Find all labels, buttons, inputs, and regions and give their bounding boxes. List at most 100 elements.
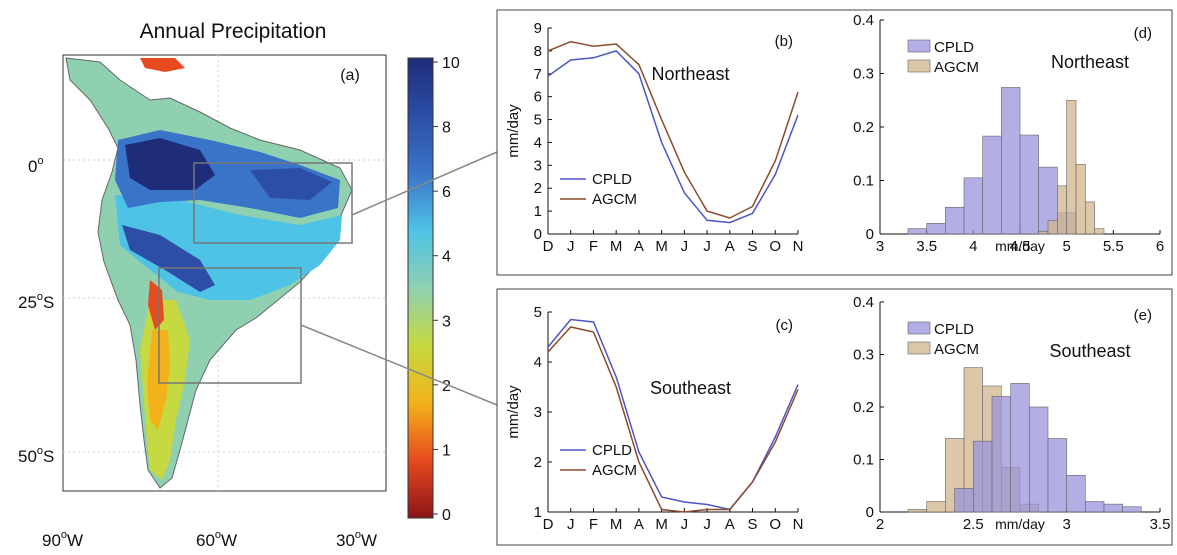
colorbar-tick-label: 3	[442, 313, 451, 330]
y-tick-label: 3	[534, 157, 542, 174]
histogram-southeast: 0 0.1 0.2 0.3 0.4 2 2.5 3 3.5 mm/day (e)Southeast C…	[853, 294, 1170, 533]
legend-swatch	[907, 341, 931, 355]
x-tick-label: J	[681, 238, 689, 255]
colorbar-tick-label: 2	[442, 378, 451, 395]
x-tick-label: 2.5	[963, 516, 984, 533]
panel-label: (e)	[1134, 307, 1152, 324]
x-tick-label: S	[748, 238, 758, 255]
y-tick-label: 4	[534, 134, 542, 151]
x-tick-label: A	[634, 516, 644, 533]
lat-label-25s: 25oS	[18, 291, 54, 312]
histogram-bar-cpld	[982, 135, 1002, 235]
y-tick-label: 5	[534, 112, 542, 129]
map-panel-label: (a)	[340, 67, 360, 84]
y-tick-label: 9	[534, 20, 542, 37]
region-annotation: Northeast	[651, 64, 729, 84]
precip-darkblue-east	[250, 168, 332, 200]
histogram-bar-cpld	[973, 440, 993, 513]
y-tick-label: 0	[534, 226, 542, 243]
x-tick-label: M	[610, 516, 623, 533]
region-annotation: Northeast	[1051, 52, 1129, 72]
legend-label: CPLD	[934, 321, 974, 338]
series-line-agcm	[547, 40, 799, 219]
y-tick-label: 3	[534, 404, 542, 421]
colorbar-tick-label: 0	[442, 507, 451, 524]
x-tick-label: O	[769, 238, 781, 255]
legend-label: CPLD	[592, 171, 632, 188]
histogram-bar-cpld	[1085, 501, 1105, 513]
x-tick-label: M	[655, 238, 668, 255]
colorbar-tick-label: 1	[442, 442, 451, 459]
panel-label: (b)	[775, 33, 793, 50]
y-tick-label: 0.4	[853, 294, 874, 311]
histogram-bar-agcm	[907, 509, 927, 513]
precip-red-coast	[148, 280, 164, 330]
x-tick-label: F	[589, 238, 598, 255]
histogram-bar-agcm	[1066, 99, 1077, 235]
legend-swatch	[907, 39, 931, 53]
colorbar-tick-label: 4	[442, 249, 451, 266]
x-tick-label: D	[543, 238, 554, 255]
y-tick-label: 0.2	[853, 119, 874, 136]
histogram-bar-agcm	[1038, 231, 1049, 235]
x-tick-label: 3	[876, 238, 884, 255]
histogram-bar-cpld	[1066, 474, 1086, 513]
legend-swatch	[907, 59, 931, 73]
region-annotation: Southeast	[1049, 341, 1130, 361]
histogram-bar-cpld	[963, 177, 983, 235]
lon-label-90w: 90oW	[42, 529, 83, 550]
histogram-bar-cpld	[907, 228, 927, 235]
connector-southeast	[300, 324, 498, 406]
x-tick-label: F	[589, 516, 598, 533]
y-tick-label: 1	[534, 203, 542, 220]
y-tick-label: 0	[866, 226, 874, 243]
y-tick-label: 5	[534, 304, 542, 321]
histogram-bar-agcm	[1075, 164, 1086, 235]
precip-red-north	[140, 58, 185, 72]
x-tick-label: M	[610, 238, 623, 255]
precip-darkblue-core	[125, 138, 215, 190]
x-tick-label: N	[793, 516, 804, 533]
histogram-bar-agcm	[926, 501, 946, 513]
precipitation-field	[65, 57, 353, 489]
x-tick-label: 5.5	[1103, 238, 1124, 255]
legend-label: CPLD	[934, 39, 974, 56]
series-line-agcm	[547, 326, 799, 513]
northeast-region-box	[193, 162, 353, 244]
lat-label-0: 0o	[28, 155, 44, 176]
x-tick-label: J	[703, 238, 711, 255]
lat-label-50s: 50oS	[18, 445, 54, 466]
histogram-bar-cpld	[1010, 383, 1030, 513]
histogram-bar-cpld	[1103, 503, 1123, 513]
histogram-bar-agcm	[1047, 220, 1058, 235]
y-tick-label: 1	[534, 504, 542, 521]
histogram-bar-cpld	[926, 223, 946, 235]
legend-label: AGCM	[934, 341, 979, 358]
y-tick-label: 2	[534, 180, 542, 197]
legend-swatch	[907, 321, 931, 335]
map-panel: Annual Precipitation (a) 0o 25oS 50oS	[18, 20, 387, 550]
y-axis-label: mm/day	[505, 385, 522, 439]
histogram-northeast: 0 0.1 0.2 0.3 0.4 3 3.5 4 4.5 5 5.5 6 mm/day (d) North…	[853, 12, 1164, 255]
x-tick-label: 4.5	[1010, 238, 1031, 255]
x-tick-label: A	[725, 516, 735, 533]
histogram-bar-cpld	[945, 206, 965, 235]
x-tick-label: J	[681, 516, 689, 533]
legend-label: AGCM	[592, 462, 637, 479]
panel-label: (d)	[1134, 25, 1152, 42]
legend-label: AGCM	[592, 191, 637, 208]
x-axis-label: mm/day	[995, 516, 1045, 532]
x-tick-label: J	[567, 516, 575, 533]
histogram-bar-cpld	[1001, 87, 1021, 235]
precip-darkblue-andes	[122, 225, 215, 292]
panel-label: (c)	[776, 317, 794, 334]
x-tick-label: 3.5	[916, 238, 937, 255]
y-tick-label: 0.4	[853, 12, 874, 29]
histogram-bar-cpld	[991, 396, 1011, 513]
x-tick-label: 3	[1062, 516, 1070, 533]
